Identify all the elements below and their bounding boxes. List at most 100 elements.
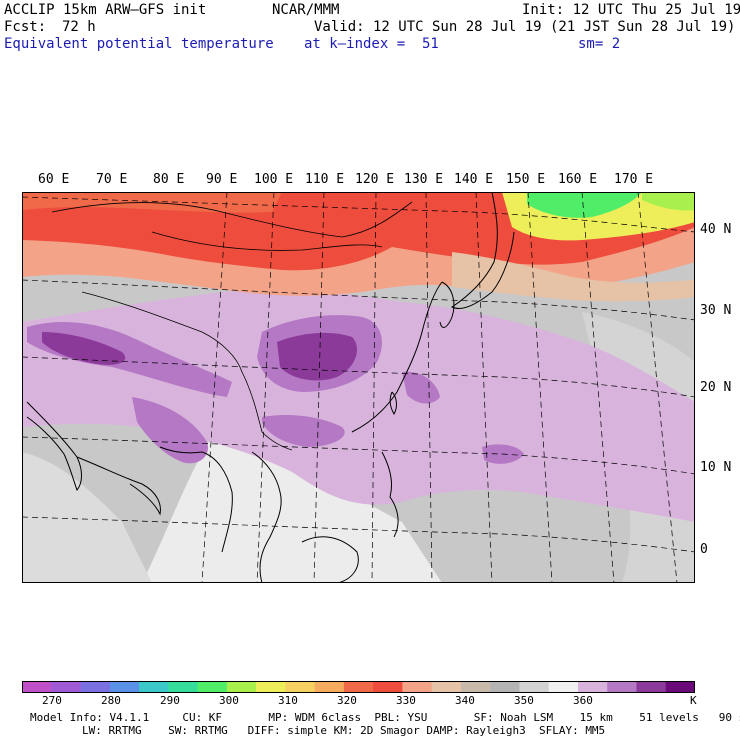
lat-label-30n: 30 N bbox=[700, 303, 732, 318]
center-label: NCAR/MMM bbox=[272, 2, 340, 18]
colorbar-label-270: 270 bbox=[42, 694, 62, 707]
level-label: at k–index = 51 bbox=[304, 36, 439, 52]
lon-label-120e: 120 E bbox=[355, 172, 395, 187]
meridian-100e bbox=[256, 192, 275, 583]
colorbar-swatch bbox=[636, 681, 667, 693]
lat-label-20n: 20 N bbox=[700, 380, 732, 395]
coastline-indochina bbox=[251, 451, 282, 583]
colorbar-frame bbox=[22, 681, 695, 693]
border-himalaya bbox=[81, 291, 243, 373]
colorbar-label-330: 330 bbox=[396, 694, 416, 707]
lat-label-40n: 40 N bbox=[700, 222, 732, 237]
colorbar-swatch bbox=[490, 681, 520, 693]
meridian-120e bbox=[371, 192, 377, 583]
purple-india-bangladesh-region bbox=[132, 397, 208, 464]
parallel-40n bbox=[22, 196, 695, 233]
orange-fringe-band bbox=[22, 192, 282, 213]
lat-label-0: 0 bbox=[700, 542, 708, 557]
colorbar-swatch bbox=[460, 681, 491, 693]
parallel-0 bbox=[22, 516, 695, 553]
coastline-borneo bbox=[301, 536, 359, 583]
border-mongolia bbox=[151, 231, 383, 251]
parallel-20n bbox=[22, 356, 695, 398]
colorbar-swatch bbox=[665, 681, 695, 693]
colorbar-swatch bbox=[226, 681, 257, 693]
map-frame bbox=[22, 192, 695, 583]
dark-purple-india-core bbox=[42, 332, 126, 365]
colorbar-swatch bbox=[80, 681, 111, 693]
forecast-hour: 72 h bbox=[62, 19, 96, 35]
colorbar-swatch bbox=[51, 681, 82, 693]
light-green-northeast-fringe bbox=[642, 192, 695, 211]
meridian-140e bbox=[475, 192, 493, 583]
indian-ocean-region bbox=[22, 452, 152, 583]
coastline-japan bbox=[451, 192, 515, 309]
lat-label-10n: 10 N bbox=[700, 460, 732, 475]
green-northeast-region bbox=[527, 192, 642, 218]
coastline-korea bbox=[439, 281, 455, 328]
lon-label-170e: 170 E bbox=[614, 172, 654, 187]
colorbar-swatch bbox=[109, 681, 140, 693]
theta-e-map bbox=[22, 192, 695, 583]
parallel-30n bbox=[22, 279, 695, 321]
colorbar-swatch bbox=[431, 681, 462, 693]
model-title: ACCLIP 15km ARW–GFS init bbox=[4, 2, 207, 18]
lon-label-110e: 110 E bbox=[305, 172, 345, 187]
coastline-bay-of-bengal bbox=[159, 446, 233, 553]
meridian-90e bbox=[201, 192, 228, 583]
colorbar-swatch bbox=[519, 681, 550, 693]
colorbar-label-290: 290 bbox=[160, 694, 180, 707]
colorbar-swatch bbox=[343, 681, 374, 693]
lon-label-160e: 160 E bbox=[558, 172, 598, 187]
coastline-china bbox=[351, 281, 443, 433]
init-time: Init: 12 UTC Thu 25 Jul 19 bbox=[522, 2, 740, 18]
colorbar-label-300: 300 bbox=[219, 694, 239, 707]
meridian-150e bbox=[527, 192, 553, 583]
colorbar-label-340: 340 bbox=[455, 694, 475, 707]
colorbar-swatch bbox=[607, 681, 637, 693]
lon-label-70e: 70 E bbox=[96, 172, 128, 187]
colorbar-swatch bbox=[373, 681, 403, 693]
meridian-160e bbox=[581, 192, 615, 583]
colorbar-swatch bbox=[22, 681, 52, 693]
coastline-taiwan bbox=[389, 391, 397, 416]
lon-label-60e: 60 E bbox=[38, 172, 70, 187]
colorbar-swatch bbox=[285, 681, 316, 693]
model-info-line-2: LW: RRTMG SW: RRTMG DIFF: simple KM: 2D … bbox=[82, 724, 606, 737]
purple-se-asia-region bbox=[262, 415, 345, 447]
colorbar-label-360: 360 bbox=[573, 694, 593, 707]
meridian-110e bbox=[313, 192, 325, 583]
colorbar-unit: K bbox=[690, 694, 697, 707]
colorbar-swatch bbox=[314, 681, 345, 693]
coastline-india bbox=[76, 456, 161, 516]
colorbar-label-310: 310 bbox=[278, 694, 298, 707]
smoothing-label: sm= 2 bbox=[578, 36, 621, 52]
lon-label-90e: 90 E bbox=[206, 172, 238, 187]
colorbar-swatch bbox=[577, 681, 608, 693]
colorbar-label-350: 350 bbox=[514, 694, 534, 707]
meridian-130e bbox=[425, 192, 433, 583]
colorbar-swatch bbox=[548, 681, 579, 693]
coastline-south-asia bbox=[26, 401, 82, 491]
parallel-10n bbox=[22, 436, 695, 475]
model-info-line-1: Model Info: V4.1.1 CU: KF MP: WDM 6class… bbox=[30, 711, 740, 724]
dark-purple-china-core bbox=[277, 332, 357, 381]
meridian-170e bbox=[637, 192, 678, 583]
lon-label-150e: 150 E bbox=[506, 172, 546, 187]
colorbar-swatch bbox=[168, 681, 199, 693]
coastline-philippines bbox=[381, 451, 399, 538]
colorbar-label-320: 320 bbox=[337, 694, 357, 707]
lon-label-130e: 130 E bbox=[404, 172, 444, 187]
colorbar-swatch bbox=[139, 681, 169, 693]
lon-label-80e: 80 E bbox=[153, 172, 185, 187]
colorbar-swatch bbox=[402, 681, 433, 693]
field-name: Equivalent potential temperature bbox=[4, 36, 274, 52]
lon-label-100e: 100 E bbox=[254, 172, 294, 187]
purple-philippine-sea-region bbox=[402, 371, 440, 404]
beige-transition-zone bbox=[452, 252, 695, 302]
valid-time: Valid: 12 UTC Sun 28 Jul 19 (21 JST Sun … bbox=[314, 19, 736, 35]
colorbar bbox=[22, 681, 695, 693]
border-china-north bbox=[51, 201, 413, 238]
colorbar-label-280: 280 bbox=[101, 694, 121, 707]
lon-label-140e: 140 E bbox=[454, 172, 494, 187]
